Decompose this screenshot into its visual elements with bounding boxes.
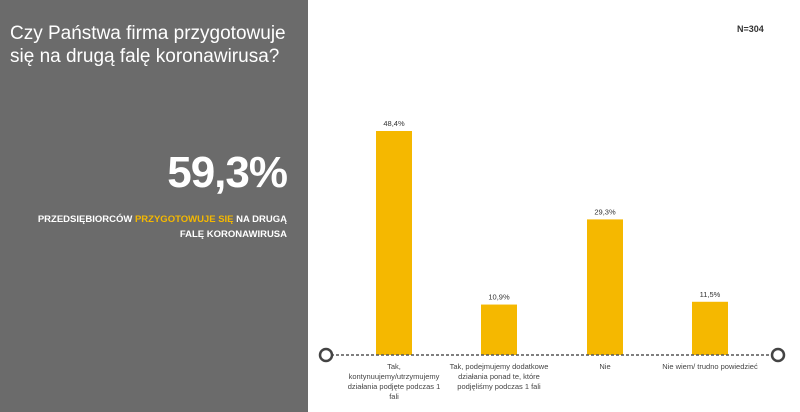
bar-chart: 48,4% 10,9% 29,3% 11,5% [318, 119, 786, 363]
bar-3 [587, 219, 623, 355]
value-label-3: 29,3% [594, 207, 616, 216]
left-panel: Czy Państwa firma przygotowuje się na dr… [0, 0, 308, 412]
value-label-1: 48,4% [383, 119, 405, 128]
x-label-4: Nie wiem/ trudno powiedzieć [662, 362, 758, 371]
value-labels-group: 48,4% 10,9% 29,3% 11,5% [383, 119, 720, 302]
value-label-4: 11,5% [700, 290, 721, 299]
headline-caption: PRZEDSIĘBIORCÓW PRZYGOTOWUJE SIĘ NA DRUG… [20, 212, 287, 242]
caption-text-start: PRZEDSIĘBIORCÓW [37, 214, 135, 225]
value-label-2: 10,9% [488, 293, 510, 302]
caption-highlight: PRZYGOTOWUJE SIĘ [134, 214, 234, 225]
sample-size: N=304 [737, 24, 764, 34]
headline-percent: 59,3% [167, 148, 288, 197]
x-label-1: Tak, kontynuujemy/utrzymujemy działania … [347, 362, 441, 401]
x-label-3: Nie [599, 362, 611, 371]
axis-right-endpoint [770, 347, 786, 363]
x-label-2: Tak, podejmujemy dodatkowe działania pon… [449, 362, 549, 391]
caption-text-end: NA DRUGĄ FALĘ KORONAWIRUSA [179, 214, 287, 240]
bar-2 [481, 304, 517, 355]
question-title: Czy Państwa firma przygotowuje się na dr… [10, 23, 286, 67]
bar-4 [692, 301, 728, 355]
bars-group [376, 131, 728, 355]
bar-1 [376, 131, 412, 355]
axis-left-endpoint [318, 347, 334, 363]
